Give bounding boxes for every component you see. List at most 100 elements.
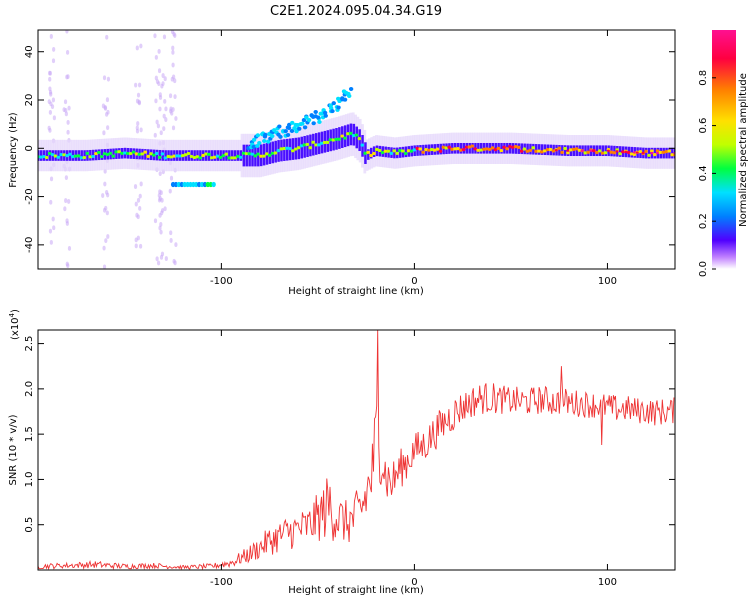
- spectral-branch-cell: [311, 121, 316, 126]
- spectral-peak-cell: [606, 149, 610, 152]
- spectral-ridge-cell: [592, 149, 596, 153]
- spectral-ridge-cell: [241, 151, 246, 155]
- spectral-ridge-cell: [655, 149, 660, 153]
- spectral-streak-dot: [171, 125, 176, 131]
- snr-x-axis-label: Height of straight line (km): [288, 585, 424, 596]
- spectral-ridge-cell: [154, 151, 159, 156]
- spectral-ridge-cell: [348, 131, 353, 135]
- snr-y-exponent-close: ): [10, 309, 21, 313]
- spectral-ridge-cell: [117, 150, 121, 154]
- snr-panel: -100 0 100 0.5 1.0 1.5 2.0 2.5 Height of strai…: [8, 309, 676, 596]
- spectral-ridge-cell: [224, 152, 229, 156]
- spectral-ridge-base: [668, 147, 671, 159]
- spectral-ridge-cell: [282, 146, 286, 151]
- spectrogram-y-axis-label: Frequency (Hz): [8, 112, 19, 188]
- spectral-branch-cell: [323, 113, 328, 118]
- spectral-branch-cell: [301, 118, 307, 123]
- spectral-ridge-cell: [192, 155, 197, 160]
- spectral-ridge-cell: [557, 146, 561, 150]
- spectral-streak-dot: [159, 130, 163, 136]
- spectral-ridge-cell: [111, 154, 116, 158]
- spectral-ridge-cell: [542, 149, 547, 153]
- spectral-streak-dot: [153, 218, 158, 224]
- spectral-streak-dot: [139, 43, 143, 49]
- spectral-ridge-base: [303, 135, 306, 158]
- spectral-peak-cell: [635, 151, 639, 154]
- spectral-ridge-cell: [389, 151, 394, 155]
- spectral-ridge-cell: [183, 153, 188, 157]
- spectral-ridge-cell: [386, 149, 391, 153]
- spectral-ridge-cell: [215, 154, 220, 158]
- colorbar-tick-label: 0.8: [698, 70, 709, 86]
- spectral-ridge-base: [309, 134, 312, 157]
- spectral-streak-dot: [137, 99, 141, 105]
- spectral-peak-cell: [656, 151, 660, 155]
- spectral-ridge-base: [306, 135, 309, 157]
- spectral-ridge-cell: [354, 133, 359, 137]
- snr-y-axis-label: SNR (10 * v/v): [8, 414, 19, 485]
- spectral-ridge-cell: [597, 149, 602, 153]
- figure-title: C2E1.2024.095.04.34.G19: [270, 4, 442, 19]
- spectral-ridge-cell: [424, 147, 428, 152]
- spectral-streak-dot: [102, 264, 107, 269]
- spectral-streak-dot: [106, 125, 110, 131]
- spectral-streak-dot: [163, 206, 167, 212]
- spectral-streak-dot: [51, 58, 56, 64]
- spectral-streak-dot: [160, 210, 164, 216]
- spectral-ridge-base: [268, 142, 272, 164]
- spectral-ridge-cell: [548, 147, 553, 152]
- spectral-ridge-cell: [621, 150, 625, 154]
- spectral-ridge-cell: [415, 146, 420, 151]
- spectral-ridge-cell: [519, 149, 524, 153]
- spectral-ridge-cell: [273, 151, 278, 155]
- spectral-ridge-cell: [79, 156, 84, 160]
- spectral-streak-dot: [169, 238, 173, 243]
- spectral-streak-dot: [102, 130, 106, 136]
- spectral-ridge-cell: [131, 150, 136, 154]
- spectral-streak-dot: [156, 260, 161, 266]
- x-tick-label: 100: [598, 577, 617, 588]
- spectral-ridge-cell: [629, 152, 634, 156]
- spectral-ridge-cell: [317, 143, 321, 147]
- spectral-ridge-cell: [496, 146, 501, 150]
- spectral-ridge-cell: [528, 148, 533, 153]
- spectral-peak-cell: [566, 149, 570, 152]
- spectral-streak-dot: [66, 74, 70, 80]
- spectral-ridge-cell: [499, 148, 504, 153]
- spectral-ridge-base: [230, 150, 234, 161]
- spectral-ridge-base: [355, 126, 358, 149]
- spectral-streak-dot: [169, 175, 174, 181]
- spectral-ridge-cell: [152, 153, 156, 157]
- spectral-branch-cell: [285, 125, 291, 130]
- spectral-ridge-cell: [406, 149, 411, 153]
- spectral-ridge-cell: [545, 148, 550, 152]
- spectral-ridge-base: [442, 143, 445, 155]
- spectral-ridge-base: [343, 125, 347, 148]
- spectral-streak-dot: [136, 92, 141, 98]
- spectral-streak-dot: [66, 263, 70, 269]
- spectral-ridge-cell: [279, 147, 284, 151]
- spectral-ridge-cell: [461, 147, 466, 152]
- spectral-streak-dot: [51, 216, 55, 222]
- spectral-ridge-cell: [444, 146, 449, 150]
- spectral-streak-dot: [173, 260, 177, 266]
- spectral-streak-dot: [139, 127, 143, 133]
- svg-text:(x104): (x104): [8, 309, 21, 340]
- spectral-ridge-cell: [644, 149, 648, 154]
- spectral-ridge-base: [147, 149, 150, 160]
- spectral-ridge-base: [563, 145, 567, 156]
- spectral-streak-dot: [137, 82, 142, 88]
- spectral-ridge-base: [367, 149, 370, 160]
- spectral-ridge-cell: [331, 138, 336, 142]
- spectral-ridge-cell: [383, 149, 388, 153]
- spectral-streak-dot: [51, 97, 56, 103]
- spectral-streak-dot: [104, 238, 108, 244]
- spectral-streak-dot: [158, 225, 162, 231]
- spectral-streak-dot: [157, 197, 162, 203]
- spectral-ridge-cell: [603, 151, 608, 155]
- spectral-streak-dot: [170, 30, 175, 35]
- spectrogram-frame: [37, 29, 676, 270]
- spectral-ridge-cell: [56, 155, 61, 159]
- spectral-streak-dot: [48, 70, 52, 76]
- spectrogram-marks: [38, 30, 675, 269]
